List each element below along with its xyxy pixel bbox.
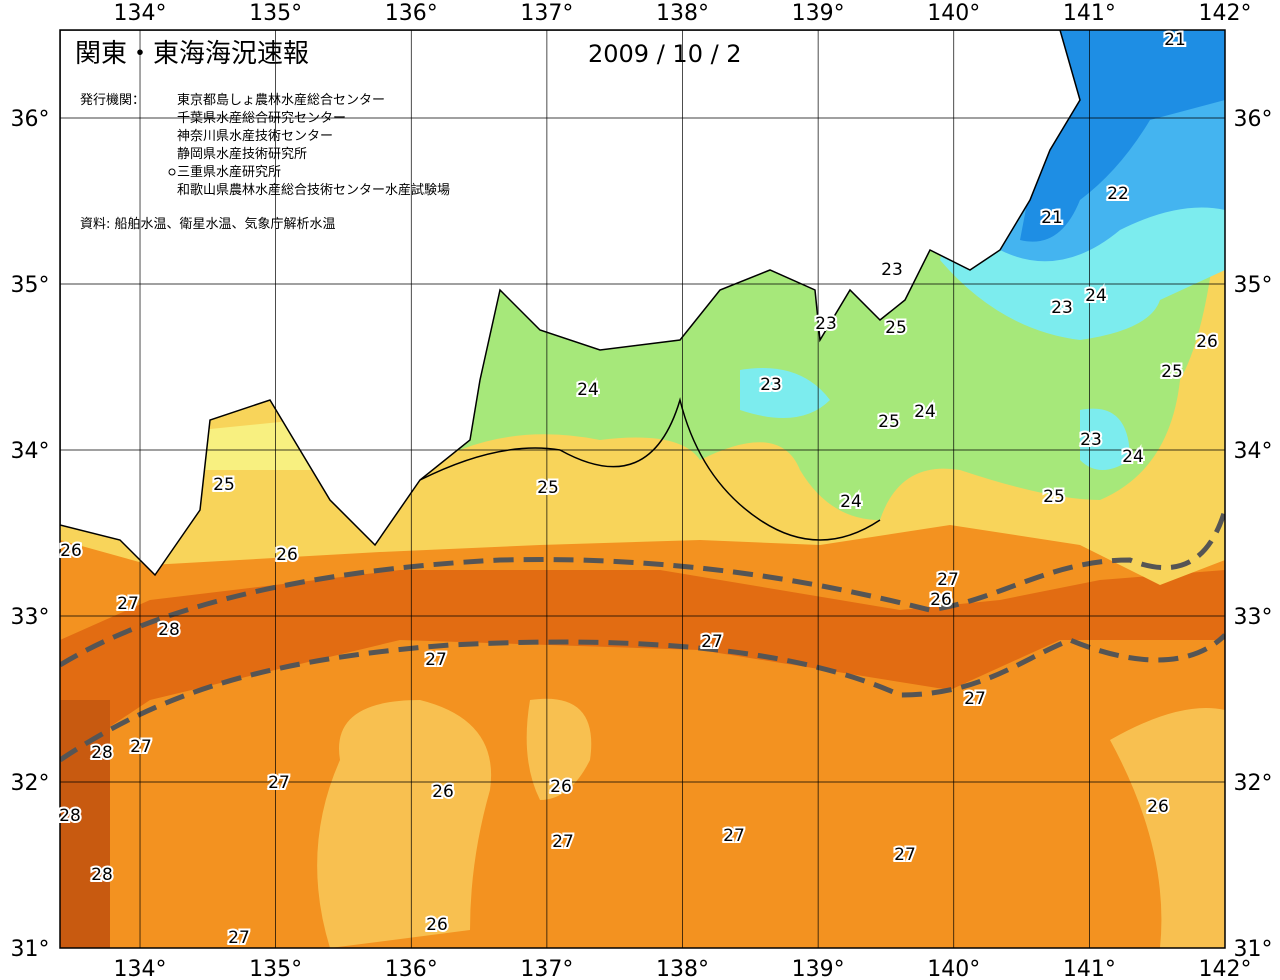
land [60, 30, 1081, 577]
contour-label: 27 [228, 928, 250, 948]
y-tick-label: 35° [11, 273, 50, 298]
y-tick-label: 33° [1234, 605, 1273, 630]
y-tick-label: 31° [1234, 937, 1273, 962]
contour-label: 21 [1164, 30, 1186, 50]
contour-label: 27 [268, 773, 290, 793]
contour-label: 25 [1043, 487, 1065, 507]
contour-label: 27 [894, 845, 916, 865]
x-tick-label: 136° [385, 1, 438, 26]
contour-label: 26 [432, 782, 454, 802]
kuroshio-axis [60, 509, 1225, 668]
contour-label: 27 [964, 689, 986, 709]
y-tick-label: 33° [11, 605, 50, 630]
map-area [60, 30, 1225, 948]
x-tick-label: 135° [249, 957, 302, 980]
zone-23 [1080, 408, 1130, 470]
zone-23 [740, 368, 830, 418]
x-tick-label: 139° [792, 1, 845, 26]
x-tick-label: 139° [792, 957, 845, 980]
x-tick-label: 135° [249, 1, 302, 26]
station-marker [168, 168, 176, 176]
contour-label: 27 [425, 650, 447, 670]
y-tick-label: 35° [1234, 273, 1273, 298]
contour-label: 27 [723, 826, 745, 846]
kuroshio-axis [60, 633, 1225, 763]
issuer: 三重県水産研究所 [177, 164, 281, 180]
frame [59, 29, 1226, 949]
contour-label: 24 [914, 402, 936, 422]
issuer: 静岡県水産技術研究所 [177, 146, 307, 162]
contour-label: 26 [930, 590, 952, 610]
contour-label: 26 [60, 541, 82, 561]
y-tick-label: 34° [1234, 439, 1273, 464]
contour-label: 23 [1051, 298, 1073, 318]
issuer: 神奈川県水産技術センター [177, 128, 333, 144]
contour-label: 26 [1147, 797, 1169, 817]
contour-label: 27 [937, 570, 959, 590]
x-tick-label: 137° [520, 1, 573, 26]
zone-28 [60, 700, 110, 948]
contour-label: 27 [130, 737, 152, 757]
contour-label: 23 [1080, 430, 1102, 450]
y-tick-label: 36° [1234, 107, 1273, 132]
x-tick-label: 140° [927, 1, 980, 26]
x-tick-label: 137° [520, 957, 573, 980]
contour-label: 21 [1041, 208, 1063, 228]
y-tick-label: 34° [11, 439, 50, 464]
x-tick-label: 141° [1063, 1, 1116, 26]
contour-label: 28 [91, 743, 113, 763]
contour-label: 22 [1107, 184, 1129, 204]
x-tick-label: 134° [114, 957, 167, 980]
issuer: 和歌山県農林水産総合技術センター水産試験場 [177, 182, 450, 198]
isotherm [419, 397, 881, 541]
issuer: 東京都島しょ農林水産総合センター [177, 92, 385, 108]
contour-label: 26 [276, 545, 298, 565]
date: 2009 / 10 / 2 [588, 40, 742, 68]
source: 資料: 船舶水温、衛星水温、気象庁解析水温 [80, 216, 336, 232]
contour-label: 27 [117, 594, 139, 614]
contour-label: 25 [537, 478, 559, 498]
contour-label: 23 [760, 375, 782, 395]
contour-label: 26 [1196, 332, 1218, 352]
contour-label: 28 [59, 806, 81, 826]
y-tick-label: 31° [11, 937, 50, 962]
title: 関東・東海海況速報 [75, 39, 309, 69]
contour-label: 25 [1161, 362, 1183, 382]
contour-label: 28 [91, 865, 113, 885]
contour-label: 24 [1085, 286, 1107, 306]
contour-label: 24 [577, 380, 599, 400]
zone-28 [60, 570, 1225, 760]
contour-label: 28 [158, 620, 180, 640]
issuer-label: 発行機関： [80, 93, 145, 108]
contour-label: 25 [213, 475, 235, 495]
x-tick-label: 141° [1063, 957, 1116, 980]
contour-label: 26 [550, 777, 572, 797]
contour-label: 26 [426, 915, 448, 935]
contour-label: 24 [840, 492, 862, 512]
x-tick-label: 142° [1199, 957, 1252, 980]
contour-label: 25 [885, 318, 907, 338]
issuer: 千葉県水産総合研究センター [177, 110, 346, 126]
x-tick-label: 138° [656, 1, 709, 26]
y-tick-label: 36° [11, 107, 50, 132]
zone-26 [1110, 708, 1225, 948]
contour-label: 25 [878, 412, 900, 432]
y-tick-label: 32° [1234, 771, 1273, 796]
x-tick-label: 136° [385, 957, 438, 980]
y-tick-label: 32° [11, 771, 50, 796]
contour-label: 27 [701, 632, 723, 652]
zone-26 [317, 700, 492, 948]
contour-label: 23 [881, 260, 903, 280]
contour-label: 27 [552, 832, 574, 852]
x-tick-label: 138° [656, 957, 709, 980]
zone-26 [526, 698, 592, 800]
contour-label: 23 [815, 314, 837, 334]
x-tick-label: 142° [1199, 1, 1252, 26]
contour-label: 24 [1122, 447, 1144, 467]
x-tick-label: 134° [114, 1, 167, 26]
x-tick-label: 140° [927, 957, 980, 980]
